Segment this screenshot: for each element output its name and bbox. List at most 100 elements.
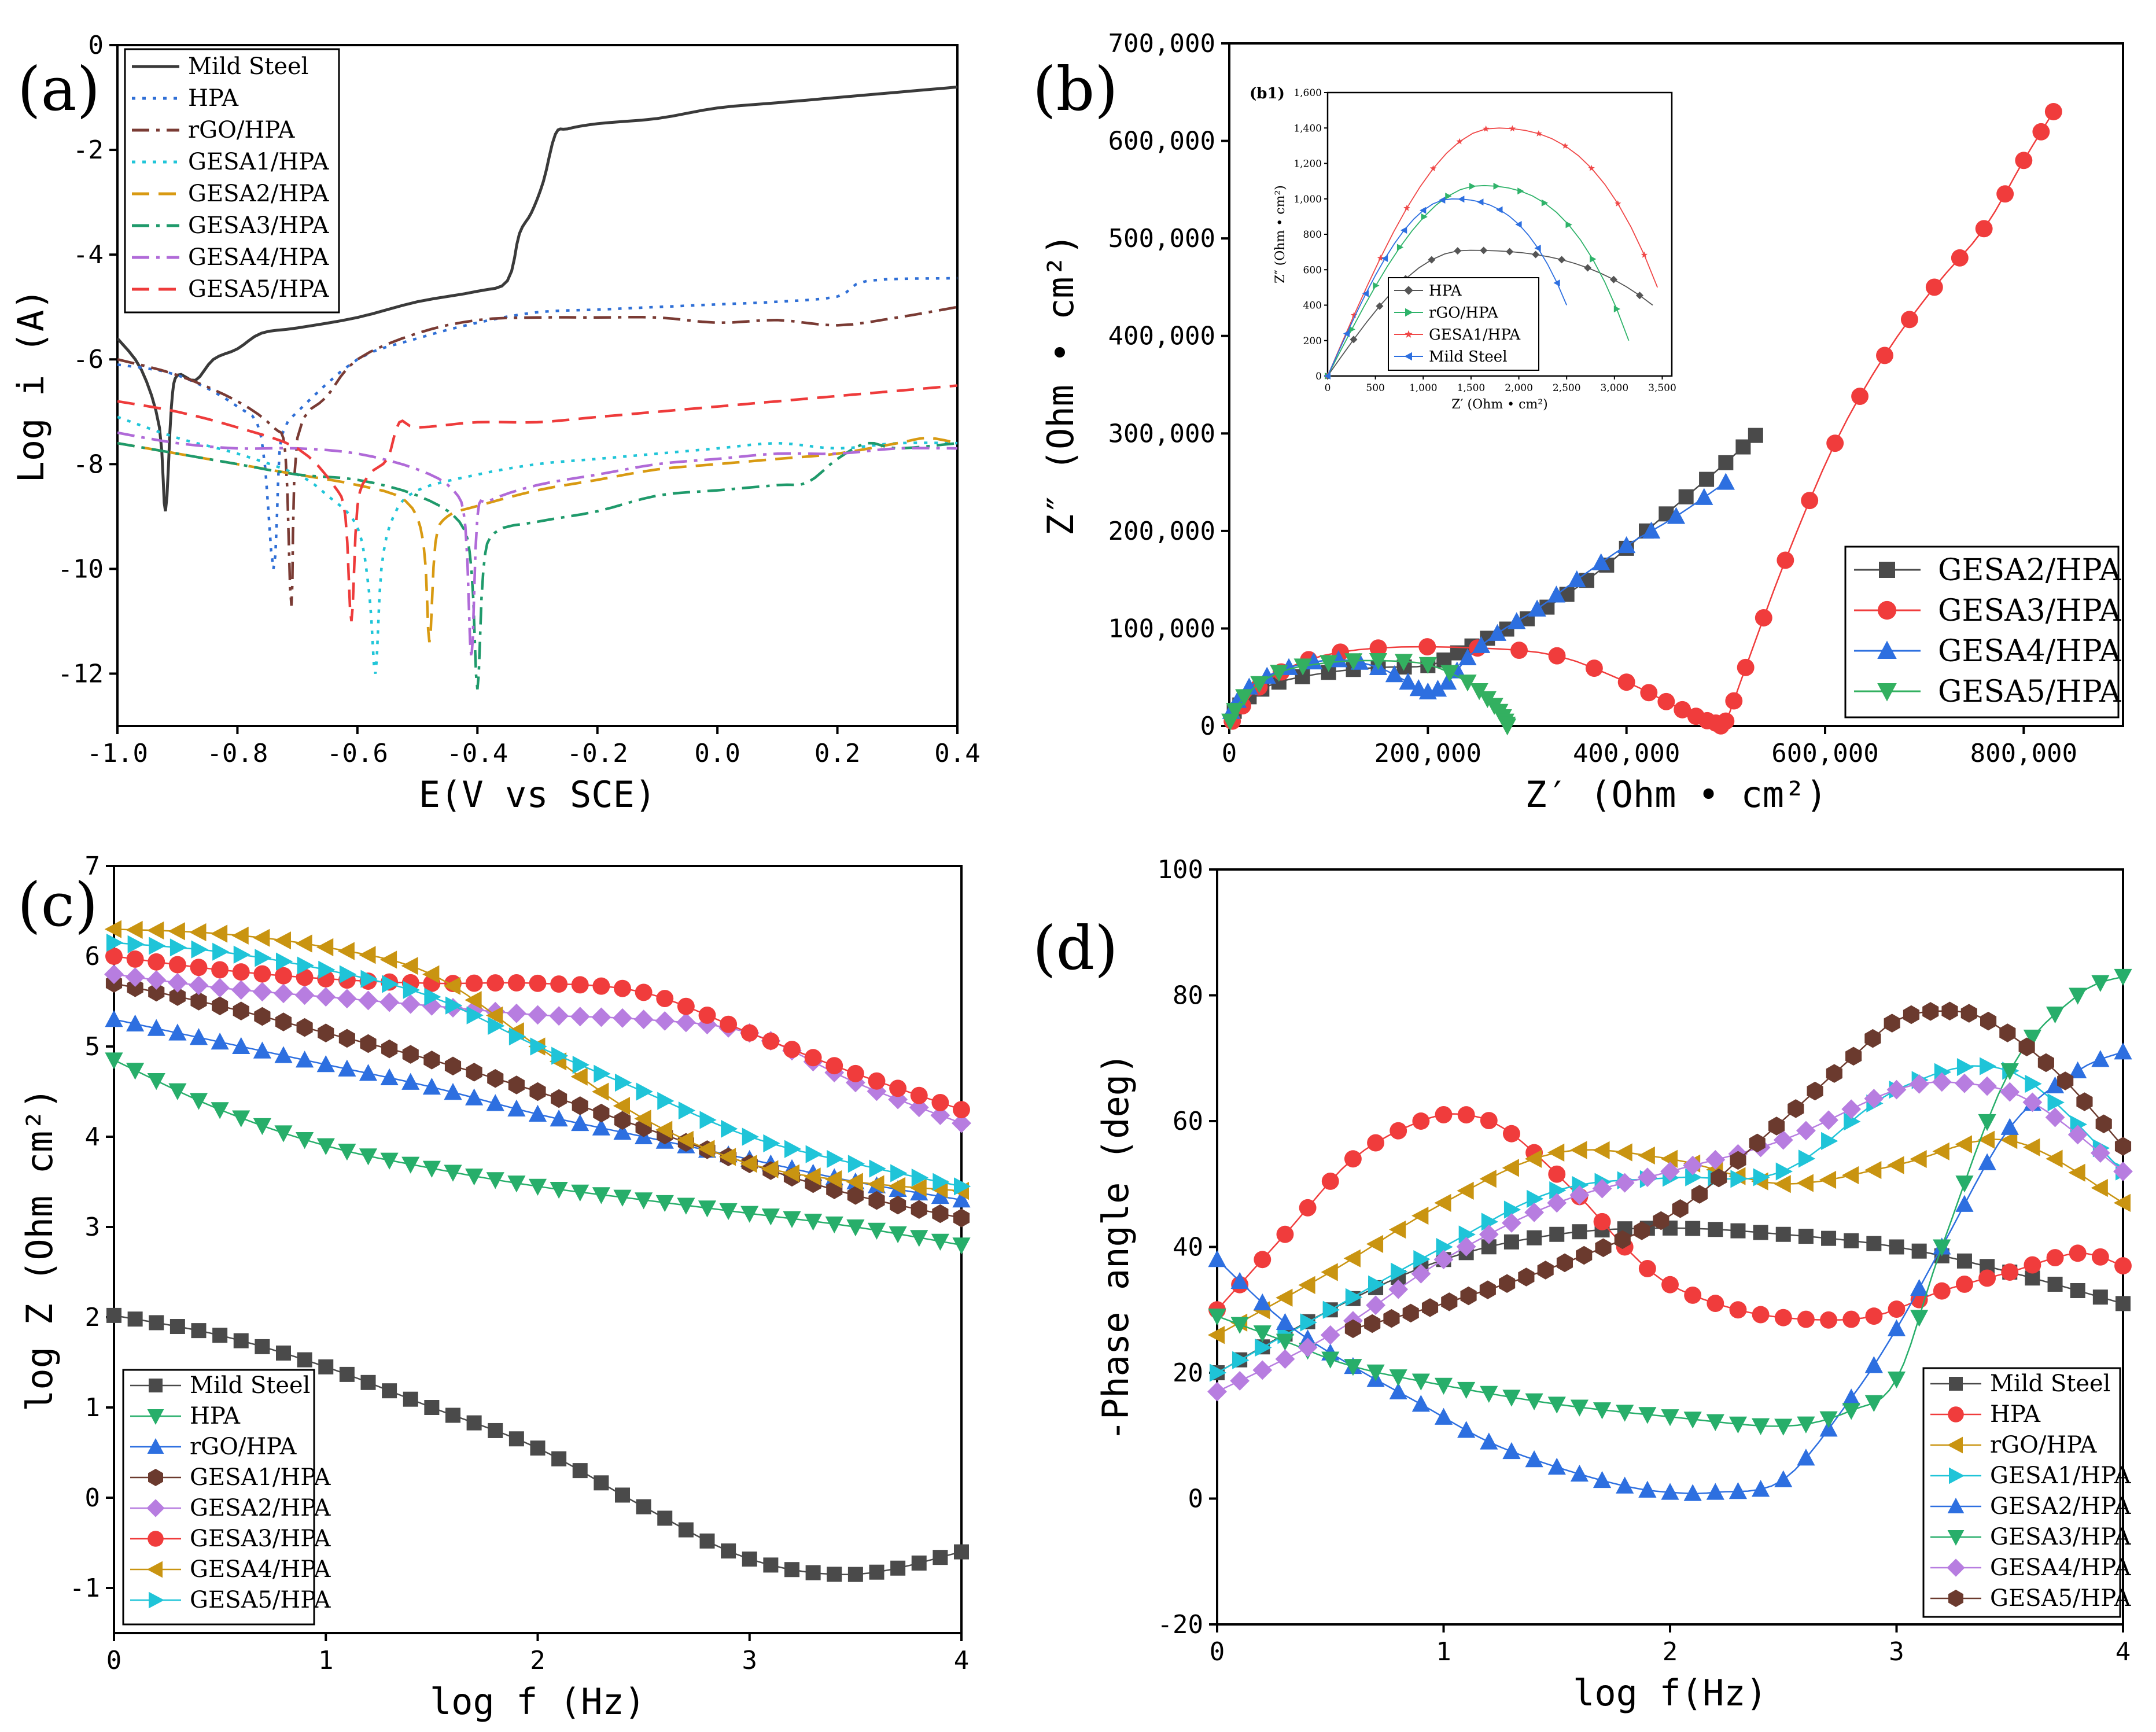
point-gesa5-hpa xyxy=(1479,1280,1496,1299)
x-tick-label: 4 xyxy=(954,1646,970,1675)
point-mild-steel xyxy=(890,1560,906,1576)
point-gesa2-hpa xyxy=(358,990,378,1011)
point-rgo-hpa xyxy=(1864,1160,1882,1180)
inset-point-rgo-hpa xyxy=(1421,213,1428,220)
point-mild-steel xyxy=(827,1567,842,1582)
inset-point-hpa xyxy=(1480,246,1488,255)
point-mild-steel xyxy=(445,1407,460,1423)
point-gesa4-hpa xyxy=(189,923,207,942)
inset-x-title: Z′ (Ohm • cm²) xyxy=(1451,397,1547,412)
point-hpa xyxy=(655,1195,674,1213)
point-gesa4-hpa xyxy=(1488,624,1507,641)
point-gesa3-hpa xyxy=(1755,609,1772,627)
point-gesa4-hpa xyxy=(888,1177,906,1195)
point-gesa4-hpa xyxy=(570,1067,588,1086)
point-gesa1-hpa xyxy=(868,1191,885,1210)
point-gesa4-hpa xyxy=(2090,1143,2110,1163)
point-gesa1-hpa xyxy=(847,1186,864,1205)
point-gesa2-hpa xyxy=(1436,652,1452,668)
inset-y-tick-label: 0 xyxy=(1315,371,1322,382)
legend-marker-rgo-hpa xyxy=(147,1438,164,1454)
point-gesa3-hpa xyxy=(1369,639,1387,657)
point-hpa xyxy=(1548,1165,1566,1183)
point-gesa1-hpa xyxy=(1300,1313,1317,1332)
point-hpa xyxy=(359,1148,378,1166)
point-rgo-hpa xyxy=(1615,1143,1632,1162)
inset-point-gesa1-hpa xyxy=(1429,165,1437,172)
point-mild-steel xyxy=(466,1415,482,1431)
inset-point-mild-steel xyxy=(1400,226,1407,234)
point-gesa5-hpa xyxy=(636,1082,653,1101)
plot-frame xyxy=(1228,42,2124,727)
inset-line-gesa1-hpa xyxy=(1327,127,1659,377)
panel-label: (c) xyxy=(17,869,98,940)
point-gesa5-hpa xyxy=(488,1016,505,1035)
point-hpa xyxy=(422,1160,441,1178)
point-gesa3-hpa xyxy=(1434,1377,1453,1395)
point-gesa5-hpa xyxy=(1614,1230,1631,1250)
legend-label-gesa5-hpa: GESA5/HPA xyxy=(1990,1585,2131,1612)
point-hpa xyxy=(1276,1225,1294,1243)
point-gesa5-hpa xyxy=(1730,1151,1746,1170)
point-gesa4-hpa xyxy=(1479,1224,1499,1244)
point-gesa4-hpa xyxy=(1399,672,1417,690)
point-gesa3-hpa xyxy=(1502,1390,1521,1407)
y-tick-label: -6 xyxy=(73,345,104,374)
panel-label: (b) xyxy=(1033,54,1118,124)
point-gesa4-hpa xyxy=(379,950,397,969)
legend-marker-gesa5-hpa xyxy=(1877,683,1897,702)
point-gesa1-hpa xyxy=(1956,1057,1974,1077)
point-gesa3-hpa xyxy=(698,1006,716,1024)
x-tick-label: 0.4 xyxy=(934,739,980,768)
y-tick-label: -2 xyxy=(73,135,104,165)
point-hpa xyxy=(1729,1301,1747,1319)
point-mild-steel xyxy=(276,1345,291,1361)
point-gesa2-hpa xyxy=(252,982,272,1002)
point-gesa3-hpa xyxy=(1925,278,1943,296)
x-tick-label: 0 xyxy=(106,1646,122,1675)
point-gesa2-hpa xyxy=(1411,1395,1430,1412)
legend-marker-gesa2-hpa xyxy=(146,1499,165,1517)
point-gesa1-hpa xyxy=(1980,1057,1997,1075)
inset-legend-label-gesa1-hpa: GESA1/HPA xyxy=(1429,326,1521,344)
point-hpa xyxy=(2046,1249,2064,1267)
point-gesa5-hpa xyxy=(594,1064,611,1083)
point-gesa2-hpa xyxy=(1230,1272,1249,1289)
point-gesa5-hpa xyxy=(742,1127,759,1146)
series-line-gesa5-hpa xyxy=(1352,1010,2124,1330)
point-gesa4-hpa xyxy=(253,928,270,947)
point-gesa5-hpa xyxy=(657,1092,675,1110)
inset-y-tick-label: 200 xyxy=(1303,336,1322,347)
point-gesa1-hpa xyxy=(466,1063,482,1082)
inset-point-gesa1-hpa xyxy=(1641,251,1648,258)
point-gesa5-hpa xyxy=(1441,1292,1458,1311)
panel-a: -1.0 -0.8 -0.6 -0.4 -0.2 0.0 0.2 0.4 0 -2 -4 -6 -8 -1… xyxy=(10,31,981,816)
legend-label-hpa: HPA xyxy=(1990,1401,2041,1428)
point-gesa2-hpa xyxy=(1276,1313,1295,1330)
y-tick-label: 0 xyxy=(89,31,104,60)
point-gesa4-hpa xyxy=(1230,1371,1250,1391)
point-gesa4-hpa xyxy=(1528,599,1546,617)
point-gesa1-hpa xyxy=(1413,1250,1431,1269)
point-rgo-hpa xyxy=(2068,1163,2085,1182)
point-mild-steel xyxy=(869,1564,884,1580)
point-hpa xyxy=(2091,1248,2109,1266)
point-gesa2-hpa xyxy=(379,992,400,1012)
point-gesa3-hpa xyxy=(635,983,653,1001)
point-hpa xyxy=(1661,1276,1679,1294)
point-gesa3-hpa xyxy=(1737,658,1755,676)
point-gesa1-hpa xyxy=(593,1103,610,1123)
point-gesa1-hpa xyxy=(212,996,229,1016)
point-gesa3-hpa xyxy=(1887,1371,1906,1389)
point-gesa3-hpa xyxy=(211,961,229,979)
x-tick-label: 4 xyxy=(2116,1637,2131,1667)
point-gesa3-hpa xyxy=(953,1101,970,1119)
inset-legend-label-rgo-hpa: rGO/HPA xyxy=(1429,304,1499,322)
point-gesa3-hpa xyxy=(868,1072,886,1090)
point-gesa2-hpa xyxy=(231,980,251,1000)
point-rgo-hpa xyxy=(232,1037,250,1054)
point-gesa2-hpa xyxy=(167,972,187,993)
point-gesa5-hpa xyxy=(1845,1046,1862,1066)
point-gesa4-hpa xyxy=(1207,1381,1227,1402)
inset-point-mild-steel xyxy=(1477,198,1484,206)
